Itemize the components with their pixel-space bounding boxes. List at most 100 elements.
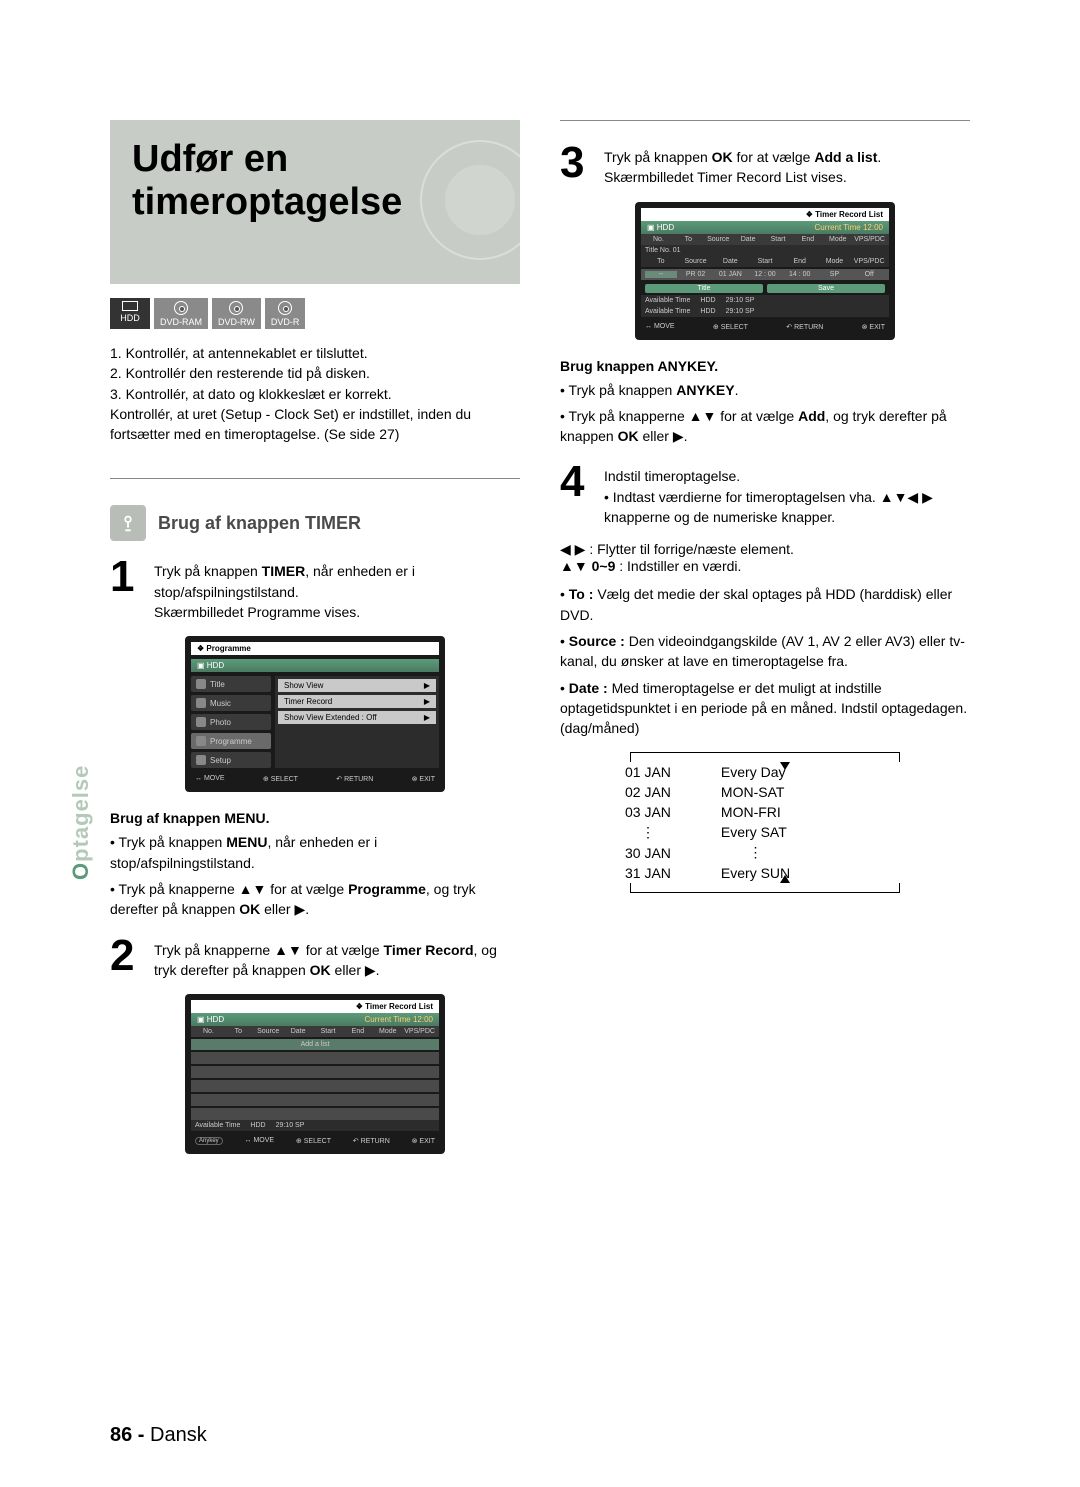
bold: OK — [712, 149, 733, 165]
date-item: 31 JAN — [625, 865, 671, 881]
text: Tryk på knapperne ▲▼ for at vælge — [154, 942, 384, 958]
value: HDD — [700, 297, 715, 304]
badge-dvd-r: DVD-R — [265, 298, 306, 329]
table-columns-sub: To Source Date Start End Mode VPS/PDC — [641, 256, 889, 267]
step-4-number: 4 — [560, 460, 594, 527]
opt-showview-ext: Show View Extended : Off▶ — [278, 711, 436, 724]
side-item-title: Title — [191, 676, 271, 692]
label: Show View — [284, 681, 323, 690]
dots: ⋮ — [625, 824, 671, 841]
screen-header: ▣ HDD Current Time 12:00 — [641, 221, 889, 234]
available-time: Available Time HDD 29:10 SP — [191, 1120, 439, 1131]
foot-exit: ⊗ EXIT — [412, 1137, 435, 1145]
label: RETURN — [794, 324, 823, 331]
key-help-2: ▲▼ 0~9 : Indstiller en værdi. — [560, 558, 970, 574]
foot-move: ↔ MOVE — [245, 1137, 275, 1145]
label: SELECT — [721, 324, 748, 331]
label: RETURN — [361, 1138, 390, 1145]
col: To — [675, 236, 702, 243]
cell: 14 : 00 — [784, 271, 816, 278]
bullet-anykey-2: Tryk på knapperne ▲▼ for at vælge Add, o… — [560, 406, 970, 447]
intro-line-2: 2. Kontrollér den resterende tid på disk… — [110, 363, 520, 383]
col: Date — [735, 236, 762, 243]
foot-move: ↔ MOVE — [645, 323, 675, 331]
value: 29:10 SP — [276, 1122, 305, 1129]
table-row — [191, 1052, 439, 1064]
bold: OK — [618, 428, 639, 444]
col: Source — [680, 258, 712, 265]
col: Source — [255, 1028, 282, 1035]
bold: Timer Record — [384, 942, 474, 958]
dots: ⋮ — [721, 844, 790, 861]
step-2-body: Tryk på knapperne ▲▼ for at vælge Timer … — [154, 934, 520, 981]
col: Mode — [819, 258, 851, 265]
screen-header: ▣ HDD — [191, 659, 439, 672]
col: Start — [749, 258, 781, 265]
programme-icon — [196, 736, 206, 746]
bold: ANYKEY — [676, 382, 734, 398]
col: VPS/PDC — [404, 1028, 435, 1035]
col: Source — [705, 236, 732, 243]
col: Start — [315, 1028, 342, 1035]
date-diagram: 01 JAN 02 JAN 03 JAN ⋮ 30 JAN 31 JAN Eve… — [625, 752, 905, 911]
opt-timerrecord: Timer Record▶ — [278, 695, 436, 708]
screen-titlebar: ❖ Timer Record List — [641, 208, 889, 221]
text: eller ▶. — [331, 962, 380, 978]
col: Mode — [374, 1028, 401, 1035]
date-columns: 01 JAN 02 JAN 03 JAN ⋮ 30 JAN 31 JAN Eve… — [625, 764, 905, 881]
screen-footer: Anykey ↔ MOVE ⊕ SELECT ↶ RETURN ⊗ EXIT — [191, 1134, 439, 1148]
bracket-bottom — [630, 883, 900, 893]
label: MOVE — [654, 323, 675, 330]
divider — [110, 478, 520, 479]
date-col-left: 01 JAN 02 JAN 03 JAN ⋮ 30 JAN 31 JAN — [625, 764, 671, 881]
cell: 12 : 00 — [749, 271, 781, 278]
side-item-photo: Photo — [191, 714, 271, 730]
label: Available Time — [645, 297, 690, 304]
text: HDD — [657, 223, 674, 232]
key-help-1: ◀ ▶ : Flytter til forrige/næste element. — [560, 541, 970, 558]
label: EXIT — [419, 776, 435, 783]
foot-select: ⊕ SELECT — [713, 323, 748, 331]
title-chip: Title — [645, 284, 763, 293]
text: Tryk på knappen — [119, 834, 227, 850]
step-3-text-2: Skærmbilledet Timer Record List vises. — [604, 167, 970, 187]
section-timer-heading: Brug af knappen TIMER — [158, 513, 361, 534]
desc-date: Date : Med timeroptagelse er det muligt … — [560, 678, 970, 739]
label: Available Time — [645, 308, 690, 315]
left-column: Udfør en timeroptagelse HDD DVD-RAM DVD- — [110, 120, 520, 1168]
side-item-music: Music — [191, 695, 271, 711]
cell: 01 JAN — [714, 271, 746, 278]
chevron-right-icon: ▶ — [424, 713, 430, 722]
bold: Programme — [348, 881, 426, 897]
date-item: Every SAT — [721, 824, 790, 840]
foot-return: ↶ RETURN — [786, 323, 823, 331]
label: Available Time — [195, 1122, 240, 1129]
step-4-body: Indstil timeroptagelse. • Indtast værdie… — [604, 460, 970, 527]
desc-to: To : Vælg det medie der skal optages på … — [560, 584, 970, 625]
photo-icon — [196, 717, 206, 727]
bullet-anykey-1: Tryk på knappen ANYKEY. — [560, 380, 970, 400]
bullet-menu-1: Tryk på knappen MENU, når enheden er i s… — [110, 832, 520, 873]
step-2: 2 Tryk på knapperne ▲▼ for at vælge Time… — [110, 934, 520, 981]
page-lang: Dansk — [150, 1424, 207, 1446]
page-number: 86 - — [110, 1424, 144, 1446]
side-tab: Optagelse — [68, 765, 94, 880]
text: . — [877, 149, 881, 165]
bold: ▲▼ 0~9 — [560, 558, 615, 574]
screen-title: Programme — [206, 644, 250, 653]
screen-footer: ↔ MOVE ⊕ SELECT ↶ RETURN ⊗ EXIT — [641, 320, 889, 334]
bracket-top — [630, 752, 900, 762]
hdd-indicator: ▣ HDD — [647, 223, 674, 232]
section-header-timer: Brug af knappen TIMER — [110, 505, 520, 541]
screen-main: Show View ▶ Timer Record▶ Show View Exten… — [275, 676, 439, 768]
col: To — [645, 258, 677, 265]
add-list-row: Add a list — [191, 1039, 439, 1050]
save-row: Title Save — [641, 282, 889, 295]
label: RETURN — [344, 776, 373, 783]
intro-line-3: 3. Kontrollér, at dato og klokkeslæt er … — [110, 384, 520, 404]
available-time-2: Available Time HDD 29:10 SP — [641, 306, 889, 317]
timer-list-screen-2: ❖ Timer Record List ▣ HDD Current Time 1… — [635, 202, 895, 340]
badge-dvd-ram: DVD-RAM — [154, 298, 208, 329]
text: Tryk på knapperne ▲▼ for at vælge — [569, 408, 799, 424]
text: Med timeroptagelse er det muligt at inds… — [560, 680, 967, 737]
